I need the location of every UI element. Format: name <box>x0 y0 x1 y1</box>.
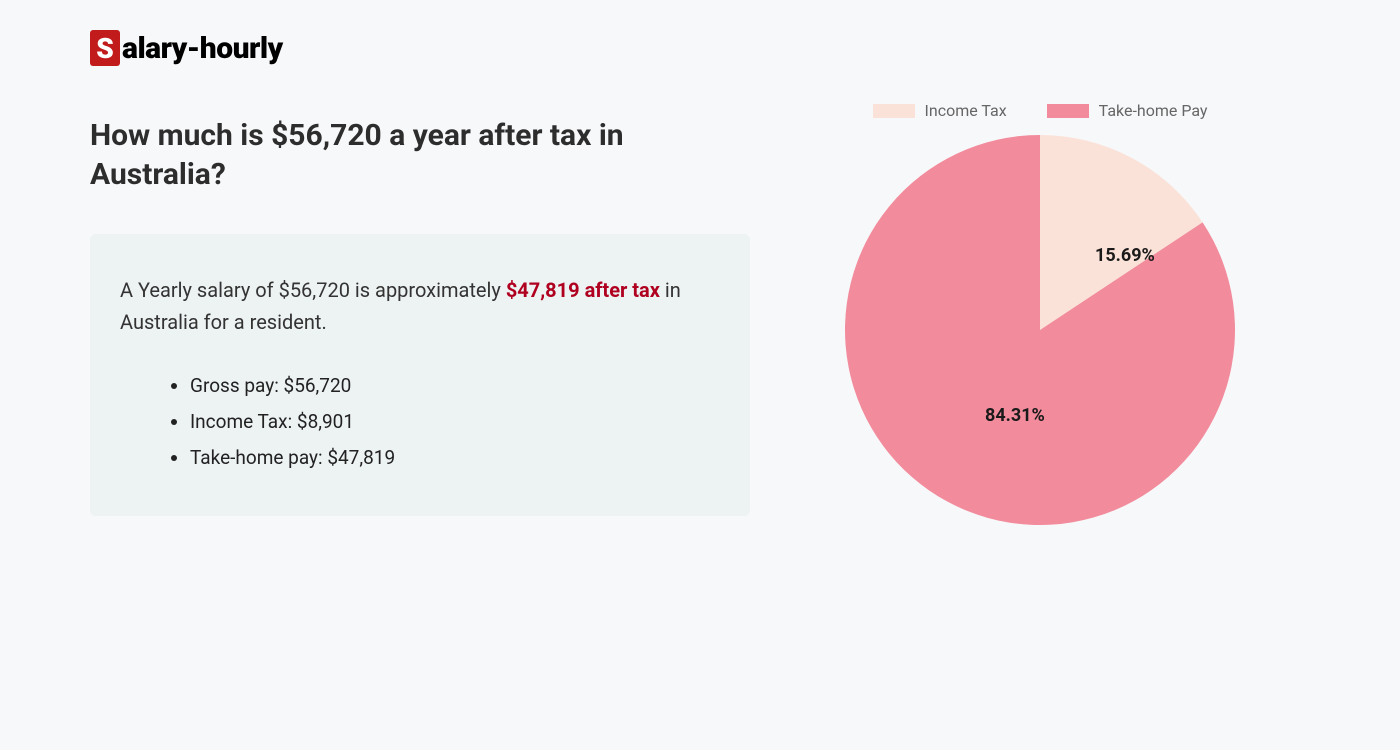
right-column: Income Tax Take-home Pay 15.69% 84.31% <box>830 116 1250 525</box>
legend-label: Take-home Pay <box>1099 101 1208 120</box>
left-column: How much is $56,720 a year after tax in … <box>90 116 750 525</box>
info-box: A Yearly salary of $56,720 is approximat… <box>90 234 750 516</box>
details-list: Gross pay: $56,720 Income Tax: $8,901 Ta… <box>120 368 720 476</box>
legend-item-income-tax: Income Tax <box>873 101 1007 120</box>
list-item: Take-home pay: $47,819 <box>190 440 720 476</box>
slice-label-take-home: 84.31% <box>985 405 1045 426</box>
summary-text: A Yearly salary of $56,720 is approximat… <box>120 274 720 338</box>
summary-prefix: A Yearly salary of $56,720 is approximat… <box>120 278 506 302</box>
legend-item-take-home: Take-home Pay <box>1047 101 1208 120</box>
main-content: How much is $56,720 a year after tax in … <box>90 116 1310 525</box>
slice-label-income-tax: 15.69% <box>1095 245 1155 266</box>
logo-box: S <box>90 30 120 66</box>
site-logo: S alary-hourly <box>90 30 1310 66</box>
pie-svg <box>845 135 1235 525</box>
logo-text: alary-hourly <box>122 31 283 66</box>
chart-legend: Income Tax Take-home Pay <box>873 101 1208 120</box>
legend-swatch <box>1047 104 1089 118</box>
list-item: Gross pay: $56,720 <box>190 368 720 404</box>
legend-swatch <box>873 104 915 118</box>
list-item: Income Tax: $8,901 <box>190 404 720 440</box>
pie-chart: 15.69% 84.31% <box>845 135 1235 525</box>
summary-highlight: $47,819 after tax <box>506 278 660 302</box>
legend-label: Income Tax <box>925 101 1007 120</box>
page-heading: How much is $56,720 a year after tax in … <box>90 116 750 194</box>
